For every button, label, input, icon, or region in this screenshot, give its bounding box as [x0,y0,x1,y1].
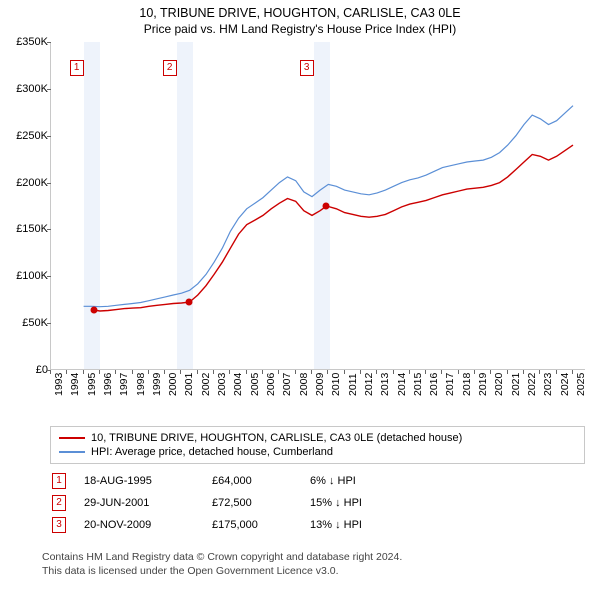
price-event-pct: 6% ↓ HPI [310,475,400,487]
x-tick [262,370,263,374]
x-tick [295,370,296,374]
legend-row: 10, TRIBUNE DRIVE, HOUGHTON, CARLISLE, C… [59,431,576,445]
chart-lines-svg [51,42,586,370]
x-tick [539,370,540,374]
y-tick [47,323,51,324]
event-marker-2: 2 [163,60,177,76]
x-tick [393,370,394,374]
event-marker-3: 3 [300,60,314,76]
y-tick [47,229,51,230]
plot-region: 1 2 3 [50,42,585,370]
y-tick [47,276,51,277]
x-tick [572,370,573,374]
x-tick [229,370,230,374]
y-tick [47,183,51,184]
x-tick-label: 2025 [575,373,600,396]
price-events-table: 1 18-AUG-1995 £64,000 6% ↓ HPI 2 29-JUN-2001 £… [50,470,585,536]
x-tick [115,370,116,374]
y-tick-label: £250K [4,130,48,142]
price-event-price: £72,500 [212,497,292,509]
price-event-date: 29-JUN-2001 [84,497,194,509]
event-dot [186,299,193,306]
x-tick [376,370,377,374]
price-event-row: 3 20-NOV-2009 £175,000 13% ↓ HPI [50,514,585,536]
y-tick-label: £350K [4,36,48,48]
price-event-marker: 3 [52,517,66,533]
y-tick [47,42,51,43]
legend-label: 10, TRIBUNE DRIVE, HOUGHTON, CARLISLE, C… [91,432,462,444]
y-tick [47,89,51,90]
chart-title-subtitle: Price paid vs. HM Land Registry's House … [0,22,600,36]
legend-row: HPI: Average price, detached house, Cumb… [59,445,576,459]
x-tick [327,370,328,374]
x-tick [148,370,149,374]
x-tick [83,370,84,374]
x-tick [409,370,410,374]
x-tick [490,370,491,374]
x-tick [164,370,165,374]
event-dot [90,307,97,314]
x-tick [441,370,442,374]
x-tick [344,370,345,374]
x-tick [474,370,475,374]
y-tick-label: £0 [4,364,48,376]
series-line-price_paid [94,145,573,311]
y-tick-label: £100K [4,270,48,282]
x-tick [66,370,67,374]
attribution-line1: Contains HM Land Registry data © Crown c… [42,550,592,564]
price-event-row: 1 18-AUG-1995 £64,000 6% ↓ HPI [50,470,585,492]
attribution-line2: This data is licensed under the Open Gov… [42,564,592,578]
y-tick-label: £150K [4,223,48,235]
chart-titles: 10, TRIBUNE DRIVE, HOUGHTON, CARLISLE, C… [0,0,600,36]
x-tick [197,370,198,374]
x-tick [50,370,51,374]
y-tick-label: £200K [4,177,48,189]
legend-swatch [59,437,85,439]
x-tick [507,370,508,374]
y-tick-label: £50K [4,317,48,329]
price-event-price: £175,000 [212,519,292,531]
x-tick [458,370,459,374]
x-tick [556,370,557,374]
y-tick [47,136,51,137]
price-event-date: 18-AUG-1995 [84,475,194,487]
price-event-price: £64,000 [212,475,292,487]
y-tick-label: £300K [4,83,48,95]
x-tick [523,370,524,374]
price-event-row: 2 29-JUN-2001 £72,500 15% ↓ HPI [50,492,585,514]
price-event-marker: 1 [52,473,66,489]
x-tick [278,370,279,374]
price-event-pct: 15% ↓ HPI [310,497,400,509]
x-tick [311,370,312,374]
chart-legend: 10, TRIBUNE DRIVE, HOUGHTON, CARLISLE, C… [50,426,585,464]
x-tick [213,370,214,374]
price-event-date: 20-NOV-2009 [84,519,194,531]
legend-swatch [59,451,85,453]
attribution-text: Contains HM Land Registry data © Crown c… [42,550,592,578]
legend-label: HPI: Average price, detached house, Cumb… [91,446,333,458]
x-tick [425,370,426,374]
event-marker-1: 1 [70,60,84,76]
price-event-marker: 2 [52,495,66,511]
page-root: { "titles": { "line1": "10, TRIBUNE DRIV… [0,0,600,590]
x-tick [99,370,100,374]
chart-title-address: 10, TRIBUNE DRIVE, HOUGHTON, CARLISLE, C… [0,6,600,20]
chart-area: £0£50K£100K£150K£200K£250K£300K£350K 123… [0,42,600,422]
x-tick [360,370,361,374]
event-dot [323,203,330,210]
x-tick [246,370,247,374]
price-event-pct: 13% ↓ HPI [310,519,400,531]
x-tick [180,370,181,374]
x-tick [132,370,133,374]
